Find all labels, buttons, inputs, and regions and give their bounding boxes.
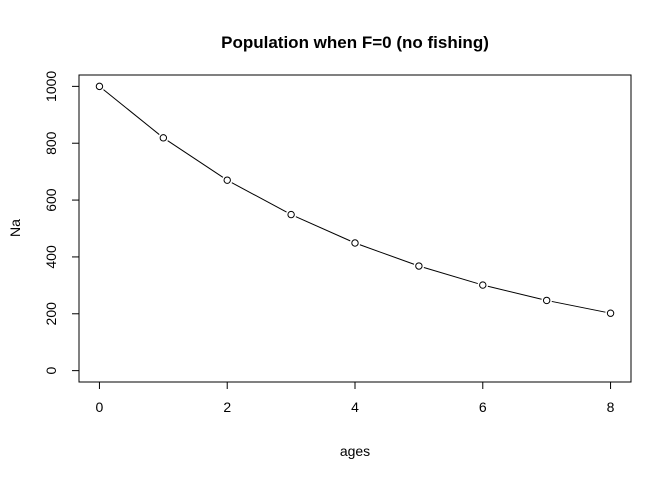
series-layer — [95, 82, 615, 317]
series-line-segment — [423, 267, 478, 285]
data-point — [159, 134, 168, 142]
x-tick-label: 4 — [351, 399, 359, 415]
y-axis: 0 200 400 600 800 1000 — [43, 71, 80, 375]
data-point — [415, 262, 423, 270]
data-point — [95, 82, 104, 91]
y-tick-label: 400 — [43, 245, 59, 269]
x-tick-label: 0 — [96, 399, 104, 415]
x-tick-label: 6 — [479, 399, 487, 415]
x-tick-label: 2 — [223, 399, 231, 415]
y-tick-label: 600 — [43, 188, 59, 212]
data-point — [479, 281, 487, 289]
data-point — [287, 210, 295, 219]
y-tick-label: 800 — [43, 131, 59, 155]
y-tick-label: 0 — [43, 367, 59, 375]
y-axis-label: Na — [7, 219, 23, 237]
data-point — [606, 309, 615, 317]
data-point — [542, 296, 551, 305]
plot-frame — [78, 74, 632, 383]
data-point — [223, 176, 231, 184]
x-axis-label: ages — [340, 443, 370, 459]
series-line-segment — [167, 140, 224, 178]
series-line-segment — [359, 244, 415, 265]
series-line-segment — [487, 285, 542, 300]
series-line-segment — [103, 89, 160, 135]
series-line-segment — [295, 216, 351, 242]
series-line-segment — [551, 300, 606, 313]
x-tick-label: 8 — [607, 399, 615, 415]
x-axis: 0 2 4 6 8 — [96, 381, 615, 415]
y-tick-label: 200 — [43, 302, 59, 326]
y-tick-label: 1000 — [43, 71, 59, 102]
data-point — [351, 239, 359, 247]
chart-title: Population when F=0 (no fishing) — [221, 33, 489, 52]
series-line-segment — [231, 182, 287, 213]
